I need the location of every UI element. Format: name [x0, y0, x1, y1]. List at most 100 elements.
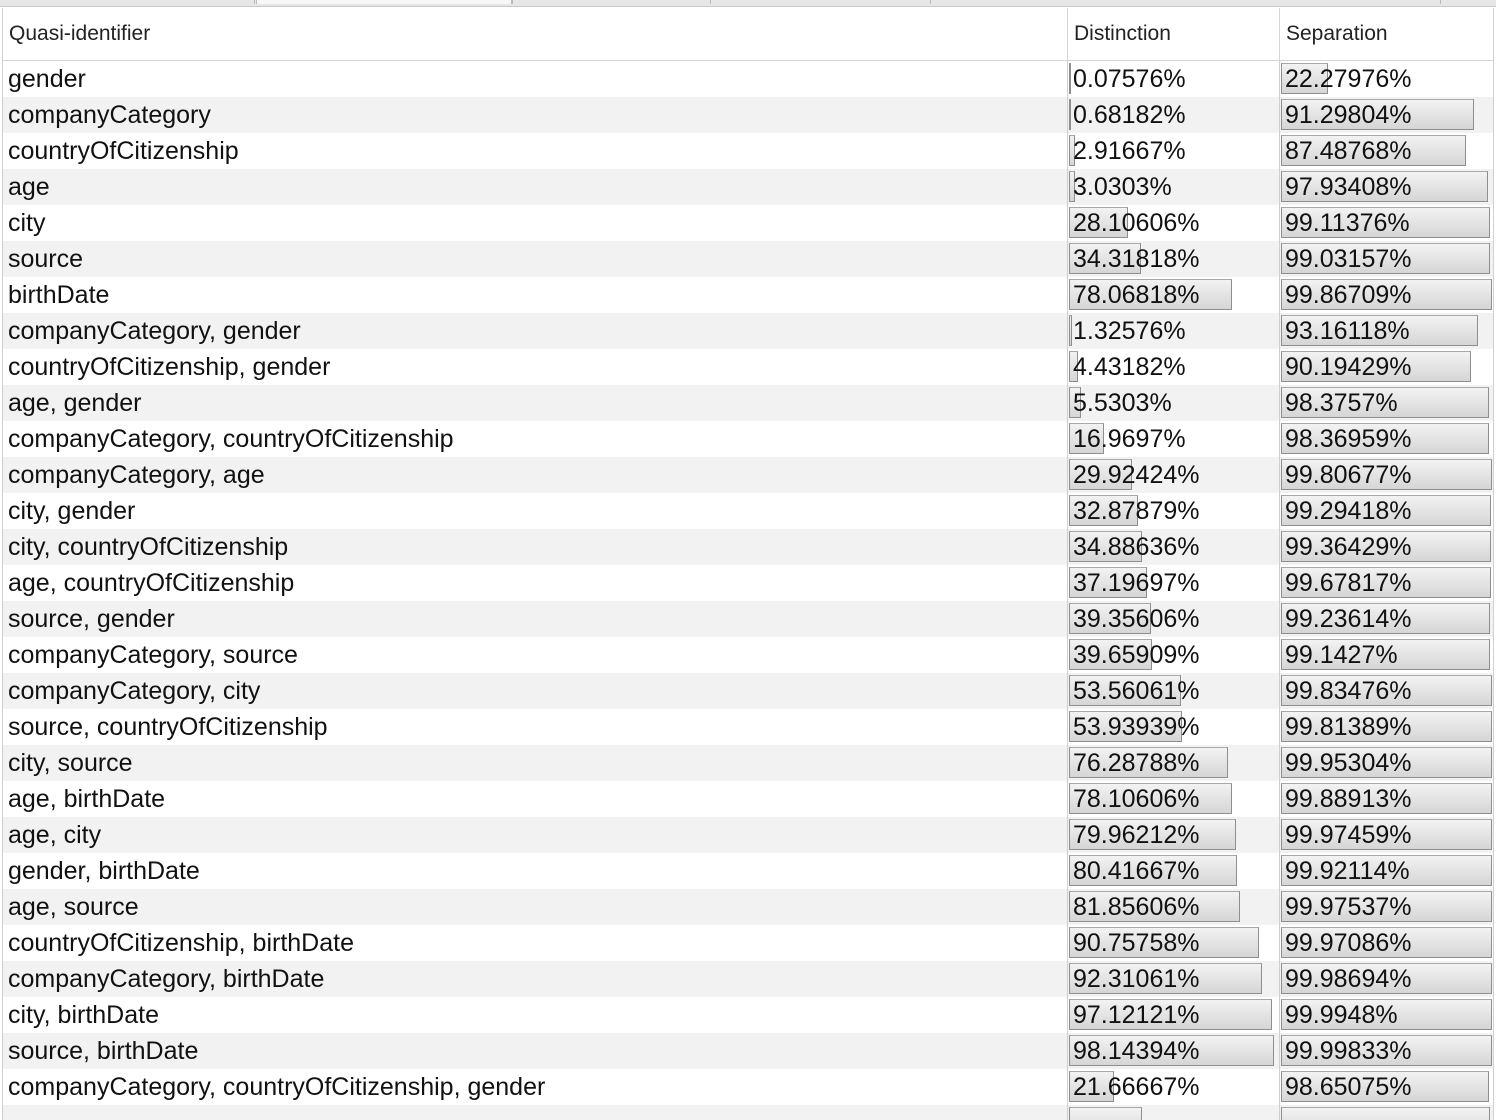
separation-cell: 99.1427% — [1279, 637, 1493, 673]
table-row[interactable]: gender, birthDate 80.41667% 99.92114% — [3, 853, 1493, 889]
distinction-cell: 21.66667% — [1067, 1069, 1279, 1105]
table-row[interactable]: source 34.31818% 99.03157% — [3, 241, 1493, 277]
separation-bar — [1281, 495, 1491, 526]
tab-active[interactable] — [256, 0, 512, 4]
distinction-cell: 98.14394% — [1067, 1033, 1279, 1069]
separation-bar — [1281, 1107, 1490, 1120]
separation-value: 98.3757% — [1285, 389, 1398, 417]
separation-value: 99.23614% — [1285, 605, 1412, 633]
tab-divider — [512, 0, 513, 4]
distinction-cell: 92.31061% — [1067, 961, 1279, 997]
quasi-identifier-cell: source, gender — [8, 605, 175, 633]
distinction-bar — [1069, 711, 1182, 742]
distinction-bar — [1069, 675, 1181, 706]
table-row[interactable]: companyCategory, birthDate 92.31061% 99.98… — [3, 961, 1493, 997]
separation-cell: 93.16118% — [1279, 313, 1493, 349]
table-row[interactable]: companyCategory, source 39.65909% 99.1427% — [3, 637, 1493, 673]
distinction-value: 5.5303% — [1073, 389, 1172, 417]
table-row[interactable]: age, countryOfCitizenship 37.19697% 99.678… — [3, 565, 1493, 601]
separation-cell: 22.27976% — [1279, 61, 1493, 97]
table-row[interactable]: age, source 81.85606% 99.97537% — [3, 889, 1493, 925]
table-row[interactable]: source, gender 39.35606% 99.23614% — [3, 601, 1493, 637]
separation-value: 90.19429% — [1285, 353, 1412, 381]
distinction-value: 1.32576% — [1073, 317, 1186, 345]
distinction-cell: 34.31818% — [1067, 241, 1279, 277]
distinction-cell: 81.85606% — [1067, 889, 1279, 925]
table-row[interactable]: age 3.0303% 97.93408% — [3, 169, 1493, 205]
separation-value: 99.9948% — [1285, 1001, 1398, 1029]
distinction-cell: 53.93939% — [1067, 709, 1279, 745]
column-header-quasi-identifier[interactable]: Quasi-identifier — [9, 22, 151, 45]
table-row[interactable]: source, countryOfCitizenship 53.93939% 99.… — [3, 709, 1493, 745]
separation-value: 99.29418% — [1285, 497, 1412, 525]
table-row[interactable]: companyCategory, countryOfCitizenship 16.… — [3, 421, 1493, 457]
table-row[interactable]: countryOfCitizenship 2.91667% 87.48768% — [3, 133, 1493, 169]
table-header: Quasi-identifier Distinction Separation — [3, 8, 1493, 61]
distinction-cell: 78.06818% — [1067, 277, 1279, 313]
separation-value: 98.65075% — [1285, 1073, 1412, 1101]
distinction-bar — [1069, 819, 1236, 850]
table-row[interactable]: countryOfCitizenship, gender 4.43182% 90.1… — [3, 349, 1493, 385]
table-row[interactable]: companyCategory 0.68182% 91.29804% — [3, 97, 1493, 133]
separation-cell: 99.86709% — [1279, 277, 1493, 313]
column-header-distinction[interactable]: Distinction — [1067, 8, 1279, 60]
distinction-cell — [1067, 1105, 1279, 1120]
distinction-bar — [1069, 999, 1272, 1030]
distinction-value: 28.10606% — [1073, 209, 1200, 237]
table-row[interactable]: companyCategory, gender 1.32576% 93.16118% — [3, 313, 1493, 349]
table-row[interactable]: countryOfCitizenship, birthDate 90.75758%… — [3, 925, 1493, 961]
table-row[interactable]: city, birthDate 97.12121% 99.9948% — [3, 997, 1493, 1033]
table-row[interactable]: gender 0.07576% 22.27976% — [3, 61, 1493, 97]
distinction-cell: 29.92424% — [1067, 457, 1279, 493]
separation-cell: 90.19429% — [1279, 349, 1493, 385]
table-row[interactable]: city, countryOfCitizenship 34.88636% 99.36… — [3, 529, 1493, 565]
table-row[interactable]: age, birthDate 78.10606% 99.88913% — [3, 781, 1493, 817]
column-header-separation[interactable]: Separation — [1279, 8, 1493, 60]
tab-divider — [930, 0, 931, 4]
distinction-bar — [1069, 963, 1262, 994]
quasi-identifier-cell — [8, 1105, 1063, 1120]
distinction-bar — [1069, 135, 1075, 166]
quasi-identifier-cell: age, city — [8, 821, 102, 849]
distinction-bar — [1069, 99, 1071, 130]
quasi-identifier-cell: city, gender — [8, 497, 136, 525]
table-row[interactable]: age, gender 5.5303% 98.3757% — [3, 385, 1493, 421]
table-row[interactable]: city, gender 32.87879% 99.29418% — [3, 493, 1493, 529]
table-row[interactable]: birthDate 78.06818% 99.86709% — [3, 277, 1493, 313]
separation-bar — [1281, 819, 1492, 850]
distinction-cell: 0.68182% — [1067, 97, 1279, 133]
separation-bar — [1281, 927, 1492, 958]
separation-value: 99.81389% — [1285, 713, 1412, 741]
table-row[interactable]: companyCategory, countryOfCitizenship, g… — [3, 1069, 1493, 1105]
separation-bar — [1281, 999, 1492, 1030]
distinction-cell: 28.10606% — [1067, 205, 1279, 241]
distinction-bar — [1069, 243, 1141, 274]
quasi-identifier-cell: countryOfCitizenship — [8, 137, 239, 165]
qi-table: Quasi-identifier Distinction Separation … — [2, 8, 1494, 1120]
distinction-value: 34.88636% — [1073, 533, 1200, 561]
separation-value: 99.36429% — [1285, 533, 1412, 561]
separation-value: 99.11376% — [1285, 209, 1410, 237]
separation-cell: 99.97086% — [1279, 925, 1493, 961]
separation-cell: 98.65075% — [1279, 1069, 1493, 1105]
separation-bar — [1281, 783, 1492, 814]
table-row[interactable]: source, birthDate 98.14394% 99.99833% — [3, 1033, 1493, 1069]
separation-bar — [1281, 423, 1489, 454]
separation-bar — [1281, 63, 1328, 94]
distinction-value: 98.14394% — [1073, 1037, 1200, 1065]
distinction-bar — [1069, 387, 1081, 418]
separation-value: 99.97086% — [1285, 929, 1412, 957]
tab-divider — [254, 0, 255, 4]
table-row[interactable]: city 28.10606% 99.11376% — [3, 205, 1493, 241]
separation-cell: 99.92114% — [1279, 853, 1493, 889]
distinction-bar — [1069, 783, 1232, 814]
table-row[interactable]: companyCategory, city 53.56061% 99.83476% — [3, 673, 1493, 709]
table-row[interactable]: city, source 76.28788% 99.95304% — [3, 745, 1493, 781]
distinction-value: 81.85606% — [1073, 893, 1200, 921]
separation-bar — [1281, 855, 1492, 886]
table-row[interactable] — [3, 1105, 1493, 1120]
distinction-bar — [1069, 531, 1142, 562]
table-row[interactable]: age, city 79.96212% 99.97459% — [3, 817, 1493, 853]
separation-bar — [1281, 135, 1466, 166]
table-row[interactable]: companyCategory, age 29.92424% 99.80677% — [3, 457, 1493, 493]
